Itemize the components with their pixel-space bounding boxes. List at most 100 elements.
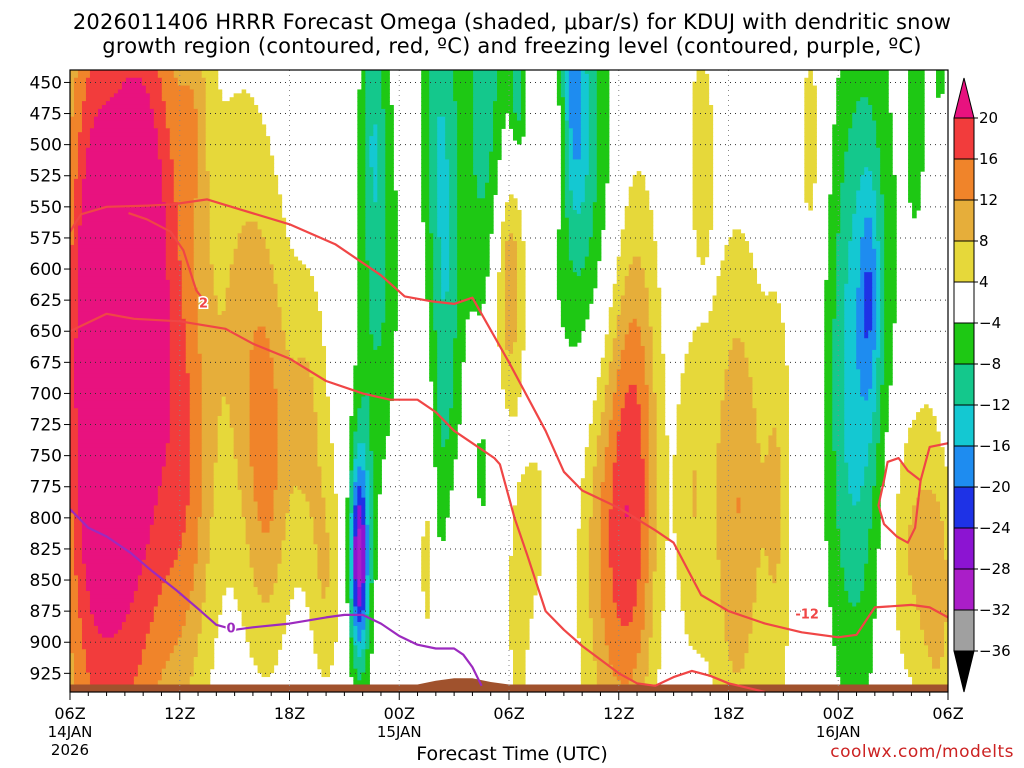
omega-cell bbox=[349, 571, 354, 576]
omega-cell bbox=[70, 431, 79, 437]
omega-cell bbox=[576, 594, 590, 600]
omega-cell bbox=[189, 412, 203, 417]
omega-cell bbox=[840, 213, 853, 219]
omega-cell bbox=[584, 198, 598, 203]
omega-cell bbox=[193, 571, 207, 576]
omega-cell bbox=[169, 400, 191, 405]
omega-cell bbox=[556, 241, 570, 246]
omega-cell bbox=[832, 124, 853, 129]
omega-cell bbox=[249, 450, 279, 456]
omega-cell bbox=[85, 147, 159, 153]
omega-cell bbox=[361, 540, 366, 545]
omega-cell bbox=[169, 567, 195, 573]
omega-cell bbox=[201, 470, 215, 475]
omega-cell bbox=[437, 466, 454, 472]
omega-cell bbox=[421, 186, 430, 192]
omega-cell bbox=[453, 400, 462, 405]
omega-cell bbox=[325, 497, 338, 503]
omega-cell bbox=[824, 497, 837, 503]
omega-cell bbox=[692, 97, 710, 102]
omega-cell bbox=[429, 190, 438, 195]
omega-cell bbox=[265, 244, 291, 250]
omega-cell bbox=[520, 81, 526, 87]
omega-cell bbox=[353, 482, 366, 487]
omega-cell bbox=[189, 454, 203, 460]
omega-cell bbox=[716, 482, 781, 487]
omega-cell bbox=[70, 260, 79, 265]
omega-cell bbox=[77, 462, 167, 468]
omega-cell bbox=[433, 295, 442, 300]
omega-cell bbox=[856, 334, 865, 339]
omega-cell bbox=[920, 625, 945, 631]
omega-cell bbox=[197, 291, 215, 297]
omega-cell bbox=[896, 552, 909, 557]
omega-cell bbox=[385, 307, 398, 312]
omega-cell bbox=[604, 396, 614, 402]
omega-cell bbox=[512, 101, 522, 106]
omega-cell bbox=[205, 567, 255, 573]
omega-cell bbox=[880, 178, 897, 184]
omega-cell bbox=[616, 279, 626, 285]
omega-cell bbox=[616, 377, 646, 382]
omega-cell bbox=[361, 489, 366, 495]
omega-cell bbox=[636, 583, 646, 588]
omega-cell bbox=[329, 548, 338, 553]
omega-cell bbox=[253, 330, 267, 335]
omega-cell bbox=[70, 598, 79, 604]
omega-cell bbox=[181, 276, 195, 281]
omega-cell bbox=[576, 606, 590, 611]
omega-cell bbox=[580, 505, 594, 510]
omega-cell bbox=[317, 653, 334, 658]
omega-cell bbox=[676, 450, 718, 456]
omega-cell bbox=[656, 489, 670, 495]
omega-cell bbox=[81, 517, 155, 522]
omega-cell bbox=[740, 509, 781, 514]
omega-cell bbox=[824, 400, 833, 405]
omega-cell bbox=[780, 505, 789, 510]
omega-cell bbox=[596, 384, 606, 390]
omega-cell bbox=[848, 598, 861, 604]
omega-cell bbox=[161, 159, 175, 164]
omega-cell bbox=[612, 342, 626, 347]
omega-cell bbox=[580, 478, 594, 483]
omega-cell bbox=[636, 171, 642, 176]
omega-cell bbox=[245, 517, 259, 522]
omega-cell bbox=[429, 307, 434, 312]
omega-cell bbox=[752, 404, 789, 409]
omega-cell bbox=[457, 190, 478, 195]
omega-cell bbox=[516, 272, 526, 277]
omega-cell bbox=[896, 540, 909, 545]
omega-cell bbox=[373, 470, 382, 475]
omega-cell bbox=[85, 89, 119, 94]
omega-cell bbox=[70, 454, 79, 460]
omega-cell bbox=[832, 151, 845, 157]
omega-cell bbox=[357, 217, 366, 223]
omega-cell bbox=[437, 408, 450, 413]
omega-cell bbox=[365, 120, 386, 126]
omega-cell bbox=[437, 509, 450, 514]
omega-cell bbox=[588, 606, 602, 611]
omega-cell bbox=[580, 112, 590, 118]
omega-cell bbox=[365, 108, 386, 114]
omega-cell bbox=[429, 318, 434, 324]
omega-cell bbox=[349, 633, 354, 639]
omega-cell bbox=[844, 431, 873, 437]
omega-cell bbox=[720, 559, 762, 565]
omega-cell bbox=[804, 108, 817, 114]
omega-cell bbox=[70, 396, 75, 402]
omega-cell bbox=[588, 517, 602, 522]
omega-cell bbox=[81, 213, 167, 219]
omega-cell bbox=[421, 544, 430, 549]
omega-cell bbox=[437, 338, 454, 343]
omega-cell bbox=[580, 104, 590, 110]
omega-cell bbox=[844, 318, 857, 324]
omega-cell bbox=[457, 248, 490, 254]
omega-cell bbox=[840, 536, 869, 541]
omega-cell bbox=[676, 571, 722, 576]
omega-cell bbox=[497, 70, 514, 75]
omega-cell bbox=[624, 217, 654, 223]
omega-cell bbox=[876, 346, 881, 351]
omega-cell bbox=[369, 606, 374, 611]
omega-cell bbox=[249, 431, 279, 437]
omega-cell bbox=[588, 571, 602, 576]
